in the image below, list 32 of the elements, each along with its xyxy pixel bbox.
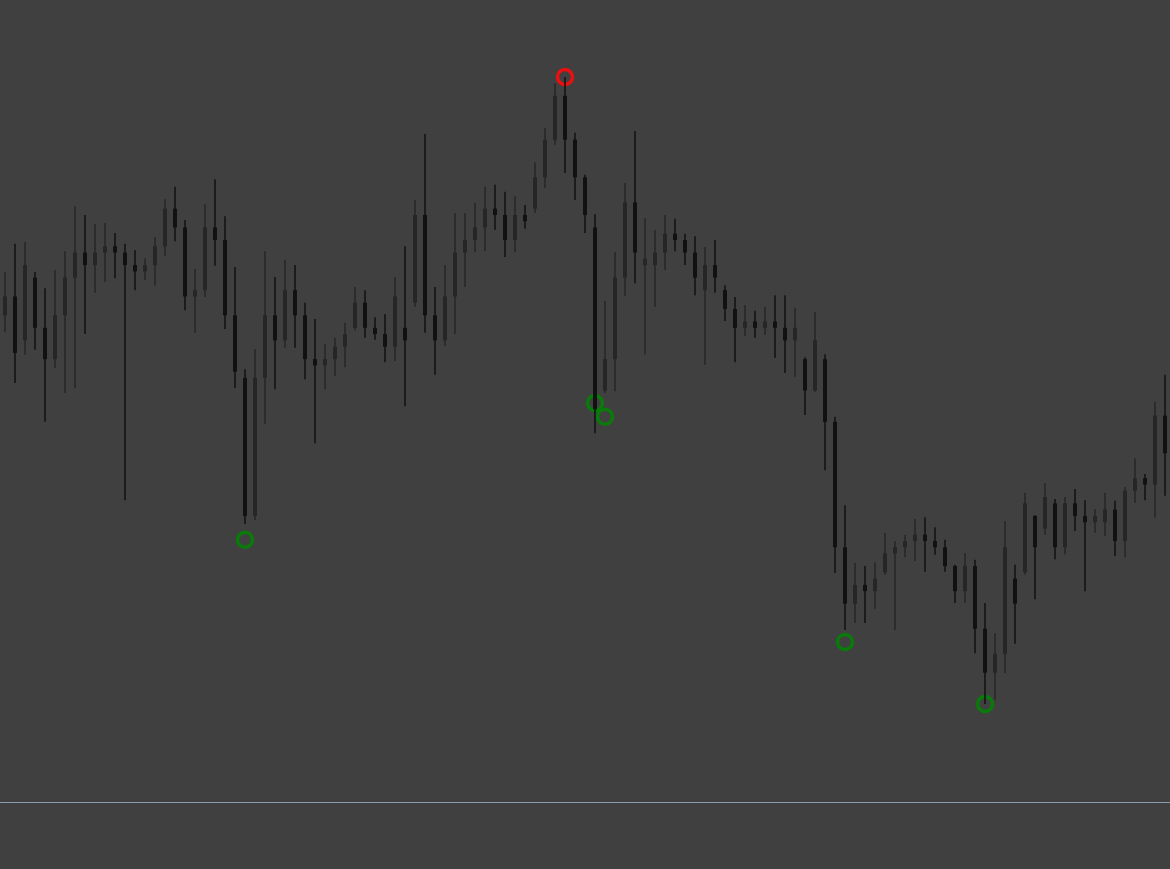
candlestick	[933, 526, 937, 556]
candlestick	[113, 232, 117, 280]
point	[595, 407, 615, 427]
candlestick	[133, 249, 137, 291]
candlestick	[733, 296, 737, 364]
candlestick	[723, 284, 727, 322]
candlestick	[83, 214, 87, 335]
candlestick	[123, 243, 127, 501]
candlestick	[1083, 499, 1087, 592]
point	[235, 530, 255, 549]
candlestick	[173, 185, 177, 243]
candlestick	[943, 538, 947, 573]
candlestick	[373, 316, 377, 341]
candlestick	[403, 245, 407, 407]
candlestick	[753, 310, 757, 339]
candlestick	[1073, 488, 1077, 532]
candlestick	[773, 294, 777, 359]
candlestick	[523, 204, 527, 230]
candlestick	[923, 516, 927, 573]
candlestick	[493, 184, 497, 231]
candlestick	[863, 565, 867, 624]
candlestick	[383, 313, 387, 364]
candlestick	[673, 217, 677, 253]
candlestick	[313, 318, 317, 444]
candlestick	[783, 294, 787, 374]
candlestick	[713, 239, 717, 294]
candlestick	[683, 233, 687, 266]
candlestick	[1143, 473, 1147, 501]
point	[835, 632, 855, 652]
point	[975, 694, 995, 714]
point	[555, 67, 575, 87]
candlestick	[213, 178, 217, 267]
